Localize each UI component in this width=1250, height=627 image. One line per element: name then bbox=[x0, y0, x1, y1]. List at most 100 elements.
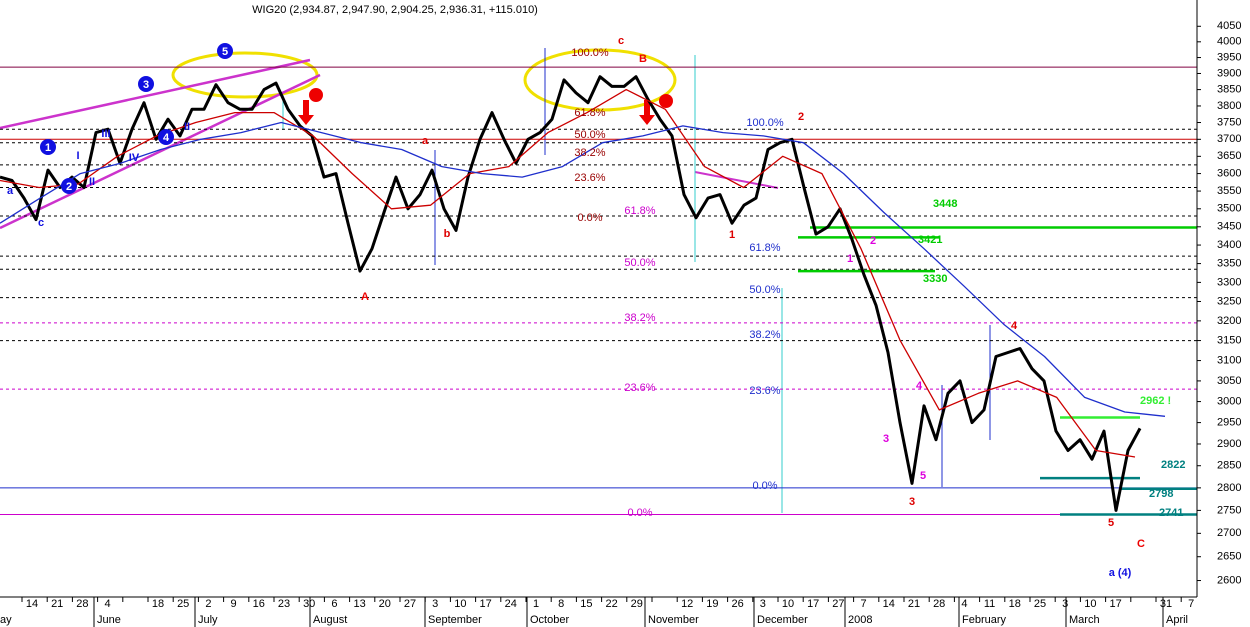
fib-label: 38.2% bbox=[749, 329, 780, 341]
channel-line bbox=[0, 58, 311, 130]
x-tick-label: 9 bbox=[231, 598, 237, 610]
trend-line bbox=[694, 171, 779, 189]
fib-label: 23.6% bbox=[624, 382, 655, 394]
y-tick-label: 2700 bbox=[1217, 527, 1241, 539]
wave-label: 1 bbox=[45, 142, 51, 154]
channel-line bbox=[0, 73, 321, 230]
wave-label: 2 bbox=[66, 181, 72, 193]
y-tick-label: 2750 bbox=[1217, 504, 1241, 516]
x-tick-label: 18 bbox=[152, 598, 164, 610]
y-tick-label: 3450 bbox=[1217, 221, 1241, 233]
wave-label: IV bbox=[129, 152, 140, 164]
y-tick-label: 3850 bbox=[1217, 84, 1241, 96]
y-tick-label: 2650 bbox=[1217, 551, 1241, 563]
signal-dot bbox=[309, 88, 323, 102]
y-tick-label: 3250 bbox=[1217, 295, 1241, 307]
x-tick-label: 3 bbox=[760, 598, 766, 610]
fib-label: 61.8% bbox=[749, 242, 780, 254]
y-tick-label: 4050 bbox=[1217, 20, 1241, 32]
y-tick-label: 3750 bbox=[1217, 116, 1241, 128]
fib-label: 38.2% bbox=[574, 147, 605, 159]
fib-label: 23.6% bbox=[749, 385, 780, 397]
month-label: April bbox=[1166, 614, 1188, 626]
wave-label: I bbox=[76, 150, 79, 162]
x-tick-label: 8 bbox=[558, 598, 564, 610]
y-tick-label: 3100 bbox=[1217, 354, 1241, 366]
level-label: 2798 bbox=[1149, 488, 1173, 500]
y-tick-label: 3650 bbox=[1217, 150, 1241, 162]
y-tick-label: 3200 bbox=[1217, 315, 1241, 327]
plot-layer bbox=[0, 66, 1197, 516]
x-tick-label: 17 bbox=[807, 598, 819, 610]
fib-label: 0.0% bbox=[752, 480, 777, 492]
highlight-ellipse bbox=[171, 51, 319, 99]
sell-arrow bbox=[639, 100, 655, 125]
x-tick-label: 7 bbox=[1188, 598, 1194, 610]
x-tick-label: 16 bbox=[253, 598, 265, 610]
y-tick-label: 3350 bbox=[1217, 257, 1241, 269]
x-tick-label: 31 bbox=[1160, 598, 1172, 610]
wave-label: a bbox=[7, 185, 14, 197]
x-tick-label: 18 bbox=[1009, 598, 1021, 610]
x-tick-label: 4 bbox=[961, 598, 967, 610]
y-tick-label: 2950 bbox=[1217, 417, 1241, 429]
y-tick-label: 3150 bbox=[1217, 334, 1241, 346]
month-label: December bbox=[757, 614, 808, 626]
y-tick-label: 2900 bbox=[1217, 438, 1241, 450]
level-label: 2741 bbox=[1159, 507, 1183, 519]
wave-label: 2 bbox=[798, 111, 804, 123]
fib-label: 61.8% bbox=[624, 205, 655, 217]
x-tick-label: 3 bbox=[1062, 598, 1068, 610]
x-tick-label: 28 bbox=[933, 598, 945, 610]
wave-label: c bbox=[38, 217, 44, 229]
level-label: 3421 bbox=[918, 234, 942, 246]
x-tick-label: 17 bbox=[1109, 598, 1121, 610]
x-tick-label: 24 bbox=[505, 598, 517, 610]
month-label: November bbox=[648, 614, 699, 626]
x-tick-label: 21 bbox=[51, 598, 63, 610]
y-tick-label: 3300 bbox=[1217, 276, 1241, 288]
x-tick-label: 13 bbox=[353, 598, 365, 610]
x-tick-label: 6 bbox=[331, 598, 337, 610]
x-tick-label: 27 bbox=[832, 598, 844, 610]
month-label: October bbox=[530, 614, 569, 626]
level-label: 3448 bbox=[933, 198, 957, 210]
y-tick-label: 3800 bbox=[1217, 100, 1241, 112]
wave-label: 4 bbox=[1011, 320, 1018, 332]
wave-label: 1 bbox=[729, 229, 735, 241]
wave-label: c bbox=[618, 35, 624, 47]
signal-dot bbox=[659, 94, 673, 108]
level-label: 2962 ! bbox=[1140, 395, 1171, 407]
x-tick-label: 29 bbox=[631, 598, 643, 610]
wave-label: 5 bbox=[920, 470, 926, 482]
x-tick-label: 25 bbox=[1034, 598, 1046, 610]
y-tick-label: 3400 bbox=[1217, 239, 1241, 251]
y-tick-label: 3700 bbox=[1217, 133, 1241, 145]
x-tick-label: 1 bbox=[533, 598, 539, 610]
x-tick-label: 22 bbox=[605, 598, 617, 610]
wave-label: B bbox=[639, 53, 647, 65]
x-tick-label: 19 bbox=[706, 598, 718, 610]
level-label: 3330 bbox=[923, 273, 947, 285]
month-label: August bbox=[313, 614, 347, 626]
x-tick-label: 25 bbox=[177, 598, 189, 610]
y-tick-label: 2850 bbox=[1217, 460, 1241, 472]
x-tick-label: 7 bbox=[861, 598, 867, 610]
wave-label: A bbox=[361, 291, 369, 303]
fib-label: 50.0% bbox=[749, 284, 780, 296]
wave-circle bbox=[40, 139, 56, 155]
x-tick-label: 30 bbox=[303, 598, 315, 610]
sell-arrow bbox=[298, 100, 314, 125]
wave-label: 3 bbox=[883, 433, 889, 445]
y-tick-label: 2800 bbox=[1217, 482, 1241, 494]
fib-label: 100.0% bbox=[746, 117, 784, 129]
wave-label: 5 bbox=[1108, 517, 1114, 529]
wave-label: 5 bbox=[222, 46, 228, 58]
wave-label: a bbox=[422, 135, 429, 147]
chart-title: WIG20 (2,934.87, 2,947.90, 2,904.25, 2,9… bbox=[252, 4, 538, 16]
wave-label: II bbox=[89, 176, 95, 188]
wave-label: 1 bbox=[847, 253, 853, 265]
month-label: ay bbox=[0, 614, 12, 626]
x-tick-label: 15 bbox=[580, 598, 592, 610]
